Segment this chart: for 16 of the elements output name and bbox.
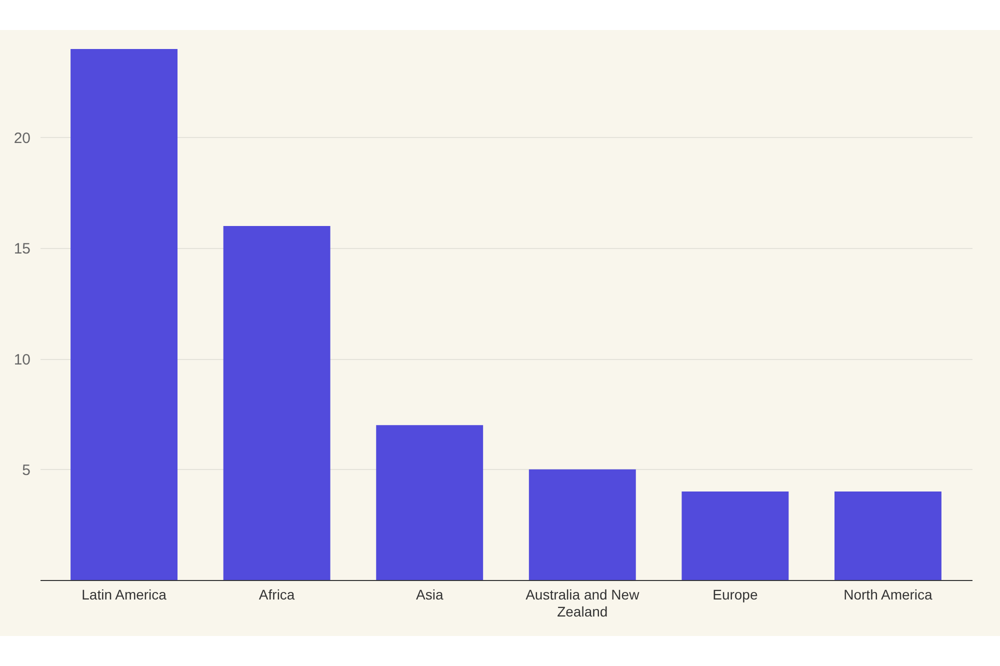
x-tick-label: Europe [712, 586, 758, 602]
x-tick-label: Asia [416, 586, 444, 602]
y-tick-label: 10 [14, 351, 30, 368]
x-tick-label: North America [844, 586, 933, 602]
y-tick-label: 20 [14, 130, 30, 147]
bar [376, 425, 484, 580]
y-tick-label: 5 [22, 462, 30, 479]
y-tick-label: 15 [14, 240, 30, 258]
bar [70, 49, 178, 580]
x-tick-label: Australia and New Zealand [526, 586, 640, 620]
bar [528, 469, 636, 580]
bar [682, 492, 789, 580]
x-tick-label: Latin America [82, 586, 167, 602]
bar [834, 492, 942, 580]
bar [223, 226, 330, 580]
x-tick-label: Africa [258, 586, 295, 602]
